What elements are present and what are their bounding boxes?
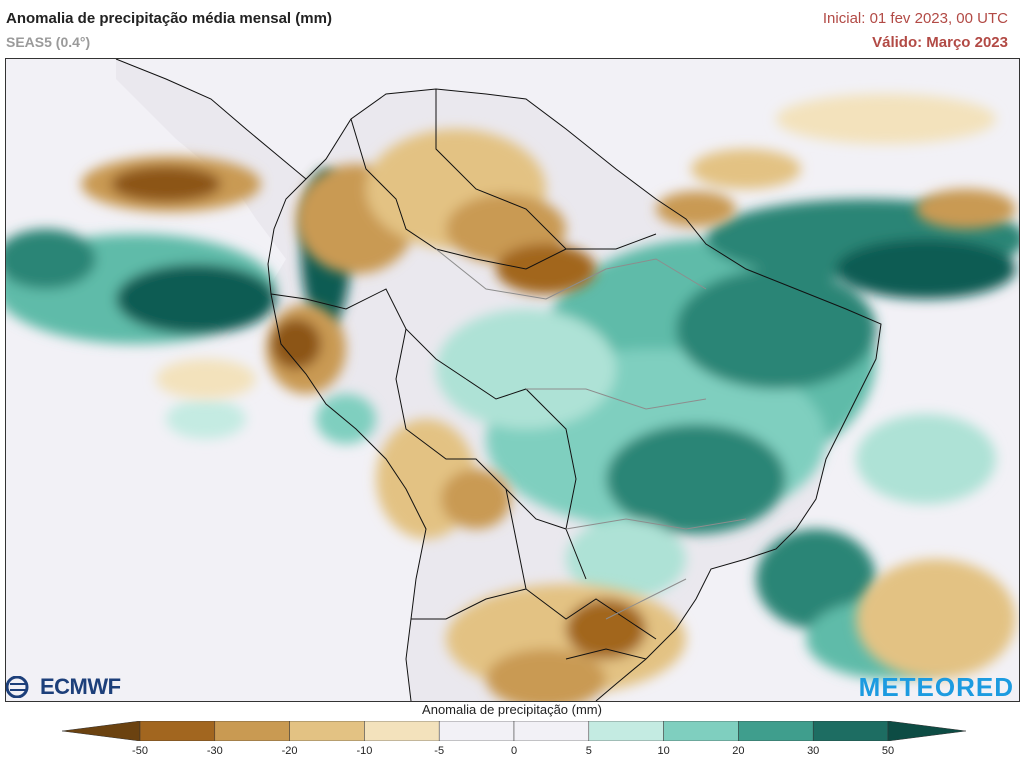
legend-extend-low xyxy=(62,721,141,741)
legend-tick-label: 0 xyxy=(510,745,518,757)
legend-title: Anomalia de precipitação (mm) xyxy=(422,702,602,717)
map-title: Anomalia de precipitação média mensal (m… xyxy=(6,10,332,27)
model-label: SEAS5 (0.4°) xyxy=(6,34,91,50)
legend-extend-high xyxy=(887,721,966,741)
legend-color-box xyxy=(588,721,664,741)
meteored-logo: METEORED xyxy=(858,672,1014,702)
ecmwf-logo: ECMWF xyxy=(6,674,121,700)
legend-color-box xyxy=(812,721,889,741)
legend-tick-label: 5 xyxy=(585,745,592,757)
legend-tick-label: -50 xyxy=(132,745,148,757)
legend-tick-label: -10 xyxy=(356,745,373,757)
legend-color-box xyxy=(364,721,440,741)
legend-tick-label: 10 xyxy=(657,745,670,757)
legend-tick-label: 30 xyxy=(807,745,820,757)
state-borders xyxy=(435,248,747,620)
legend-tick-label: -20 xyxy=(281,745,298,757)
legend-tick-label: -30 xyxy=(206,745,223,757)
legend-color-box xyxy=(438,721,515,741)
map-canvas xyxy=(6,59,1019,701)
negative-anomaly-layer xyxy=(81,94,1016,701)
init-time: Inicial: 01 fev 2023, 00 UTC xyxy=(822,10,1008,27)
valid-period: Válido: Março 2023 xyxy=(872,34,1008,51)
legend-color-box xyxy=(289,721,365,741)
legend-color-box xyxy=(139,721,216,741)
legend-tick-label: 20 xyxy=(732,745,745,757)
legend-color-box xyxy=(513,721,590,741)
legend-tick-label: 50 xyxy=(881,745,895,757)
legend-color-box xyxy=(738,721,814,741)
legend-color-box xyxy=(663,721,739,741)
country-borders xyxy=(115,59,882,701)
precipitation-anomaly-map xyxy=(5,58,1020,702)
legend-tick-label: -5 xyxy=(434,745,445,757)
legend-ticks: -50 -30 -20 -10 -5 0 5 10 20 30 50 xyxy=(0,745,1024,759)
legend-colorbar xyxy=(62,721,966,741)
ecmwf-globe-icon xyxy=(6,676,29,698)
ecmwf-text: ECMWF xyxy=(40,674,121,699)
legend-color-box xyxy=(214,721,290,741)
